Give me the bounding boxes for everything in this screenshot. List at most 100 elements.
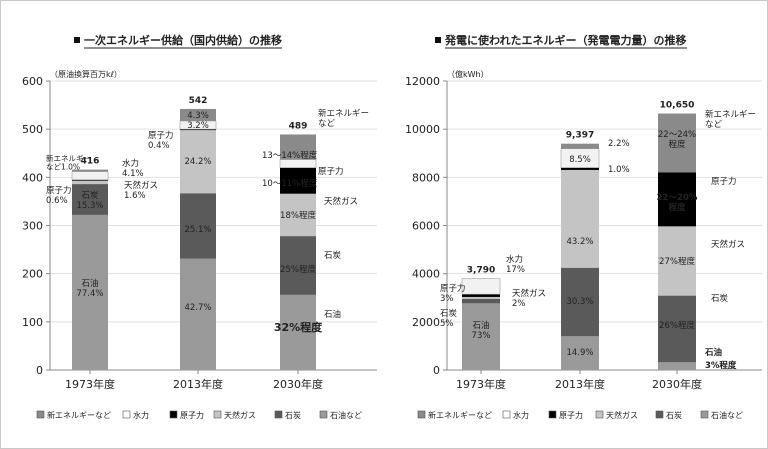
bar-segment-1 [180, 193, 216, 259]
data-label: 原子力 [318, 166, 344, 177]
y-tick-label: 8000 [412, 171, 440, 184]
legend-label: 水力 [513, 410, 529, 420]
data-label: 石炭 5% [440, 309, 458, 329]
x-tick-label: 1973年度 [65, 377, 115, 391]
data-label: 新エネルギーなど [705, 109, 756, 130]
bar-total-label: 9,397 [566, 131, 594, 141]
data-label: 32%程度 [274, 320, 323, 334]
bar-segment-2 [280, 193, 316, 237]
unit-label: （原油換算百万kℓ） [50, 69, 122, 79]
data-label: 石炭 [324, 251, 342, 261]
y-tick-label: 10000 [405, 123, 440, 136]
legend-label: 水力 [133, 410, 149, 420]
data-label: 1.0% [608, 165, 630, 175]
data-label: 14.9% [566, 348, 593, 358]
legend-swatch [595, 410, 604, 419]
data-label: 原子力 [711, 176, 737, 187]
bar-segment-3 [280, 167, 316, 194]
legend-swatch [319, 410, 328, 419]
y-tick-label: 6000 [412, 220, 440, 233]
data-label: 25.1% [184, 225, 211, 235]
data-label: 43.2% [566, 237, 593, 247]
data-label: 24.2% [184, 157, 211, 167]
data-label: 新エネルギーなど [318, 108, 369, 129]
chart-title: 一次エネルギー供給（国内供給）の推移 [84, 33, 282, 47]
bar-total-label: 489 [289, 121, 308, 131]
data-label: 22～20%程度 [657, 193, 698, 213]
legend-label: 新エネルギーなど [47, 410, 111, 420]
bar-segment-3 [72, 179, 108, 181]
bar-segment-0 [72, 214, 108, 370]
bar-segment-5 [72, 169, 108, 172]
data-label: 4.3% [187, 111, 209, 121]
bar-segment-2 [72, 180, 108, 185]
bar-segment-4 [279, 159, 317, 169]
data-label: 石油 73% [472, 320, 491, 341]
x-tick-label: 2013年度 [555, 377, 605, 391]
y-tick-label: 100 [22, 316, 43, 329]
data-label: 原子力 0.4% [148, 130, 174, 151]
bar-total-label: 416 [81, 157, 100, 167]
bar-segment-3 [180, 129, 216, 131]
bar-segment-2 [658, 226, 696, 296]
data-label: 天然ガス [711, 239, 745, 250]
bar-total-label: 10,650 [660, 101, 695, 111]
x-tick-label: 1973年度 [456, 377, 506, 391]
bar-segment-2 [561, 169, 599, 268]
data-label: 30.3% [566, 297, 593, 307]
data-label: 27%程度 [659, 256, 695, 267]
bar-segment-5 [280, 134, 316, 160]
data-label: 13～14%程度 [262, 150, 318, 161]
x-tick-label: 2013年度 [173, 377, 223, 391]
bar-total-label: 3,790 [467, 266, 495, 276]
bar-segment-5 [180, 108, 216, 121]
legend-swatch [655, 410, 664, 419]
bar-segment-4 [71, 171, 109, 181]
legend-swatch [122, 410, 131, 419]
bar-segment-3 [658, 172, 696, 227]
bar-segment-0 [462, 303, 500, 370]
y-tick-label: 12000 [405, 75, 440, 88]
legend-swatch [213, 410, 222, 419]
legend-swatch [36, 410, 45, 419]
data-label: 天然ガス [324, 196, 358, 207]
y-tick-label: 4000 [412, 268, 440, 281]
x-tick-label: 2030年度 [652, 377, 702, 391]
data-label: 42.7% [184, 303, 211, 313]
data-label: 22～24%程度 [658, 130, 696, 150]
y-tick-label: 600 [22, 75, 43, 88]
data-label: 水力 17% [506, 254, 525, 275]
legend-label: 新エネルギーなど [428, 410, 492, 420]
legend-label: 石炭 [285, 411, 301, 420]
legend-label: 石油など [711, 410, 743, 420]
x-tick-label: 2030年度 [273, 377, 323, 391]
data-label: 18%程度 [280, 210, 316, 221]
legend-swatch [417, 410, 426, 419]
legend-swatch [548, 410, 557, 419]
data-label: 石油 77.4% [76, 278, 103, 299]
legend-swatch [274, 410, 283, 419]
legend-label: 天然ガス [224, 410, 256, 420]
legend-swatch [169, 410, 178, 419]
data-label: 25%程度 [280, 264, 316, 275]
data-label: 天然ガス 1.6% [124, 180, 158, 201]
bar-segment-1 [561, 267, 599, 337]
data-label: 新エネルギーなど1.0% [46, 153, 91, 172]
legend-label: 原子力 [180, 410, 204, 420]
data-label: 原子力 3% [440, 283, 466, 304]
legend-swatch [502, 410, 511, 419]
unit-label: （億kWh） [447, 69, 489, 79]
bar-segment-5 [561, 143, 599, 149]
bar-segment-1 [658, 295, 696, 363]
y-tick-label: 300 [22, 220, 43, 233]
legend-label: 石油など [330, 410, 362, 420]
y-tick-label: 2000 [412, 316, 440, 329]
legend-swatch [700, 410, 709, 419]
bar-segment-0 [561, 336, 599, 370]
y-tick-label: 0 [36, 364, 43, 377]
data-label: 石油 [704, 347, 722, 358]
data-label: 2.2% [608, 139, 630, 149]
title-bullet-square [74, 37, 80, 43]
data-label: 3%程度 [705, 360, 737, 371]
